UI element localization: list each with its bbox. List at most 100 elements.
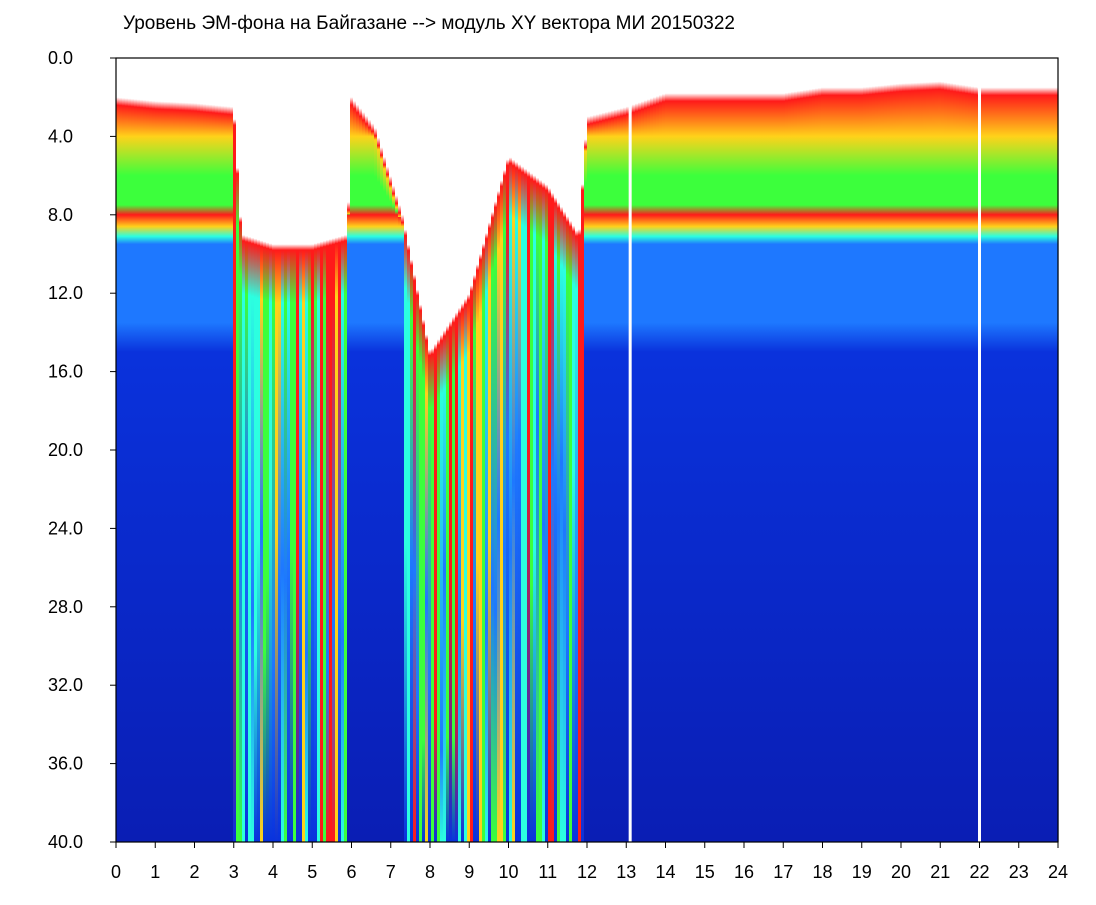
heatmap-column [962,58,966,842]
heatmap-column [620,58,624,842]
heatmap-column [347,58,351,842]
heatmap-column [548,58,552,842]
data-gap-line [628,58,632,842]
heatmap-column [638,58,642,842]
heatmap-column [329,58,333,842]
heatmap-column [821,58,825,842]
heatmap-column [395,58,399,842]
heatmap-column [188,58,192,842]
heatmap-column [863,58,867,842]
heatmap-column [509,58,513,842]
heatmap-column [221,58,225,842]
data-gap-line [978,58,981,842]
heatmap-plot [116,58,1059,842]
x-tick-label: 11 [538,862,557,882]
heatmap-column [1004,58,1008,842]
heatmap-column [530,58,534,842]
heatmap-column [590,58,594,842]
heatmap-column [752,58,756,842]
heatmap-column [236,58,240,842]
heatmap-column [416,58,420,842]
x-tick-label: 21 [930,862,950,882]
heatmap-column [323,58,327,842]
heatmap-column [1043,58,1047,842]
heatmap-column [614,58,618,842]
heatmap-column [761,58,765,842]
heatmap-column [296,58,300,842]
heatmap-column [998,58,1002,842]
heatmap-column [332,58,336,842]
heatmap-column [782,58,786,842]
heatmap-column [137,58,141,842]
heatmap-column [599,58,603,842]
heatmap-column [671,58,675,842]
heatmap-column [860,58,864,842]
heatmap-column [965,58,969,842]
heatmap-column [812,58,816,842]
heatmap-column [185,58,189,842]
heatmap-column [668,58,672,842]
heatmap-column [326,58,330,842]
y-tick-label: 4.0 [48,126,73,146]
heatmap-column [377,58,381,842]
heatmap-column [473,58,477,842]
heatmap-column [317,58,321,842]
heatmap-column [653,58,657,842]
x-tick-label: 3 [229,862,239,882]
heatmap-column [905,58,909,842]
heatmap-column [155,58,159,842]
heatmap-column [311,58,315,842]
y-tick-label: 20.0 [48,440,83,460]
heatmap-column [506,58,510,842]
heatmap-column [659,58,663,842]
heatmap-column [269,58,273,842]
heatmap-column [557,58,561,842]
heatmap-column [260,58,264,842]
heatmap-column [533,58,537,842]
heatmap-column [482,58,486,842]
heatmap-column [647,58,651,842]
heatmap-column [287,58,291,842]
heatmap-column [143,58,147,842]
heatmap-column [278,58,282,842]
heatmap-column [662,58,666,842]
heatmap-column [902,58,906,842]
heatmap-column [230,58,234,842]
x-tick-label: 20 [891,862,911,882]
heatmap-column [740,58,744,842]
heatmap-column [674,58,678,842]
heatmap-column [788,58,792,842]
heatmap-column [575,58,579,842]
heatmap-column [950,58,954,842]
heatmap-column [935,58,939,842]
heatmap-column [308,58,312,842]
heatmap-column [743,58,747,842]
heatmap-column [596,58,600,842]
heatmap-column [422,58,426,842]
y-tick-label: 40.0 [48,832,83,852]
heatmap-column [203,58,207,842]
heatmap-column [389,58,393,842]
heatmap-column [305,58,309,842]
x-tick-label: 13 [616,862,636,882]
heatmap-column [1040,58,1044,842]
heatmap-column [293,58,297,842]
y-tick-label: 16.0 [48,362,83,382]
heatmap-column [773,58,777,842]
heatmap-column [932,58,936,842]
heatmap-column [503,58,507,842]
heatmap-column [401,58,405,842]
heatmap-column [431,58,435,842]
heatmap-column [161,58,165,842]
x-tick-label: 10 [498,862,518,882]
x-tick-label: 9 [464,862,474,882]
heatmap-column [947,58,951,842]
heatmap-column [839,58,843,842]
heatmap-column [413,58,417,842]
heatmap-column [1037,58,1041,842]
heatmap-column [1031,58,1035,842]
heatmap-column [434,58,438,842]
heatmap-column [302,58,306,842]
heatmap-column [968,58,972,842]
